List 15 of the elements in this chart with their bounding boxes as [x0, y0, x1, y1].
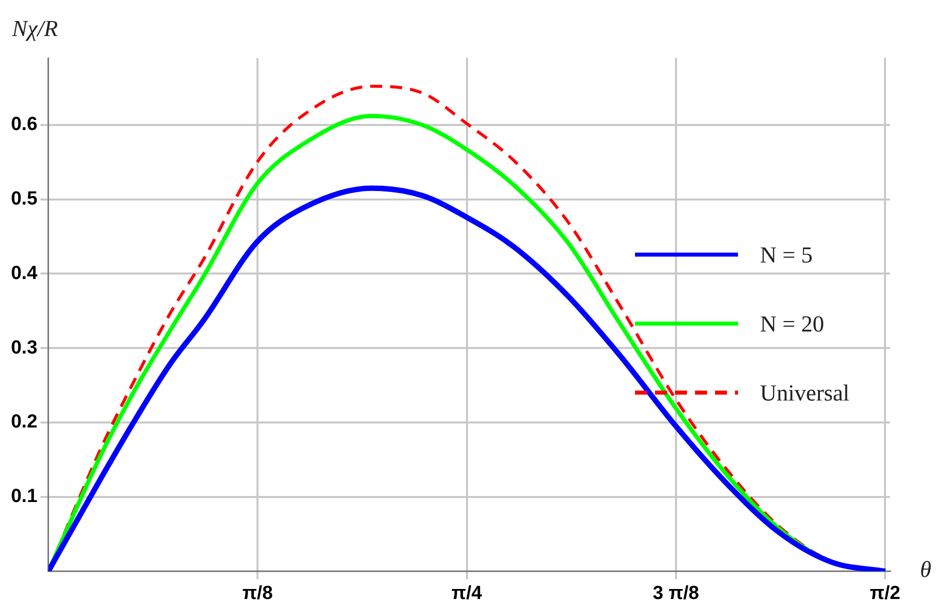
y-tick-label: 0.6 [10, 114, 38, 136]
legend-label: N = 5 [760, 242, 813, 268]
x-tick-label: 3 π/8 [652, 582, 700, 604]
y-axis-title: Nχ/R [11, 16, 58, 41]
x-tick-label: π/4 [452, 582, 482, 604]
x-axis-title: θ [920, 557, 932, 582]
x-tick-label: π/2 [870, 582, 900, 604]
legend-label: N = 20 [760, 312, 824, 337]
y-tick-label: 0.5 [10, 188, 38, 210]
x-tick-label: π/8 [242, 582, 273, 604]
y-tick-label: 0.3 [10, 337, 38, 358]
y-tick-label: 0.4 [10, 262, 38, 284]
y-tick-label: 0.2 [10, 412, 38, 433]
y-tick-label: 0.1 [10, 486, 38, 508]
legend-label: Universal [760, 380, 850, 406]
